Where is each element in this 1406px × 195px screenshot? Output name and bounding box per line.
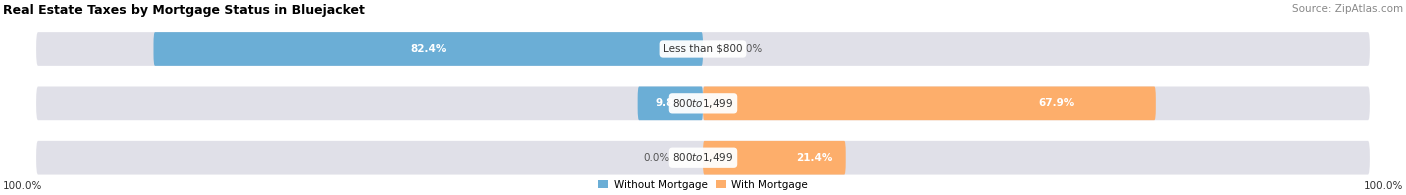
Text: 0.0%: 0.0% (644, 153, 669, 163)
FancyBboxPatch shape (703, 87, 1156, 120)
Text: 100.0%: 100.0% (1364, 181, 1403, 191)
FancyBboxPatch shape (37, 32, 1369, 66)
FancyBboxPatch shape (703, 141, 846, 175)
Text: 82.4%: 82.4% (411, 44, 447, 54)
Text: $800 to $1,499: $800 to $1,499 (672, 97, 734, 110)
Text: 67.9%: 67.9% (1038, 98, 1074, 108)
Text: 9.8%: 9.8% (655, 98, 685, 108)
FancyBboxPatch shape (153, 32, 703, 66)
Legend: Without Mortgage, With Mortgage: Without Mortgage, With Mortgage (593, 176, 813, 194)
Text: $800 to $1,499: $800 to $1,499 (672, 151, 734, 164)
Text: 0.0%: 0.0% (737, 44, 762, 54)
FancyBboxPatch shape (37, 87, 1369, 120)
Text: 21.4%: 21.4% (796, 153, 832, 163)
FancyBboxPatch shape (37, 141, 1369, 175)
Text: Less than $800: Less than $800 (664, 44, 742, 54)
Text: Source: ZipAtlas.com: Source: ZipAtlas.com (1292, 4, 1403, 14)
Text: 100.0%: 100.0% (3, 181, 42, 191)
FancyBboxPatch shape (638, 87, 703, 120)
Text: Real Estate Taxes by Mortgage Status in Bluejacket: Real Estate Taxes by Mortgage Status in … (3, 4, 364, 17)
